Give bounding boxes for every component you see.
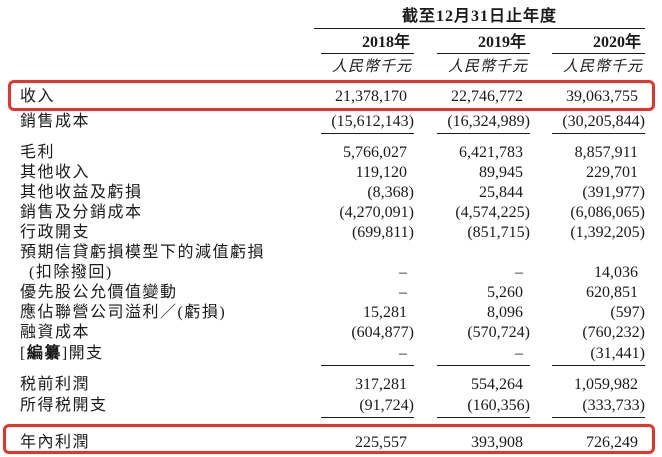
value-2020: (760,232)	[582, 324, 645, 341]
value-2019: 25,844	[479, 184, 523, 201]
value-2018: (604,877)	[351, 324, 414, 341]
unit-label-2018: 人民幣千元	[331, 59, 412, 75]
table-header-period-row: 截至12月31日止年度	[20, 8, 645, 29]
value-2020: (1,392,205)	[570, 224, 645, 241]
row-label: 應佔聯營公司溢利／(虧損)	[20, 304, 227, 321]
table-row-income-tax-expense: 所得税開支 (91,724) (160,356) (333,733)	[20, 395, 645, 418]
table-row-impairment-losses-line1: 預期信貸虧損模型下的減值虧損	[20, 243, 645, 263]
row-label: (扣除撥回)	[29, 264, 113, 281]
table-row-other-gains-losses: 其他收益及虧損 (8,368) 25,844 (391,977)	[20, 183, 645, 203]
value-2018: 15,281	[363, 304, 407, 321]
value-2019: 554,264	[471, 376, 523, 393]
value-2018: 21,378,170	[335, 88, 407, 105]
value-2020: (333,733)	[530, 396, 645, 418]
table-header-years-row: 2018年 2019年 2020年	[20, 29, 645, 54]
value-2019: 6,421,783	[459, 144, 523, 161]
table-row-profit-before-tax: 税前利潤 317,281 554,264 1,059,982	[20, 375, 645, 395]
value-2020: 14,036	[594, 264, 638, 281]
row-label: 税前利潤	[20, 376, 91, 393]
value-2019: 8,096	[487, 304, 523, 321]
period-header: 截至12月31日止年度	[314, 7, 645, 29]
table-row-cost-of-sales: 銷售成本 (15,612,143) (16,324,989) (30,205,8…	[20, 111, 645, 134]
row-label: 優先股公允價值變動	[20, 284, 178, 301]
column-header-2019: 2019年	[414, 33, 530, 54]
table-row-profit-for-the-year: 年內利潤 225,557 393,908 726,249	[20, 432, 645, 453]
value-2019: (16,324,989)	[414, 112, 530, 134]
value-2020: (597)	[610, 304, 645, 321]
row-label: 行政開支	[20, 224, 91, 241]
value-2018: 317,281	[355, 376, 407, 393]
value-2018: (4,270,091)	[339, 204, 414, 221]
table-row-impairment-losses-line2: (扣除撥回) – – 14,036	[20, 263, 645, 283]
table-row-finance-costs: 融資成本 (604,877) (570,724) (760,232)	[20, 323, 645, 343]
value-2019: 5,260	[487, 284, 523, 301]
value-2019: 22,746,772	[451, 88, 523, 105]
table-header-unit-row: 人民幣千元 人民幣千元 人民幣千元	[20, 53, 645, 77]
table-row-other-income: 其他收入 119,120 89,945 229,701	[20, 163, 645, 183]
value-2018: –	[314, 344, 414, 366]
unit-label-2020: 人民幣千元	[562, 59, 643, 75]
value-2018: (699,811)	[351, 224, 414, 241]
table-row-preferred-shares-fair-value: 優先股公允價值變動 – 5,260 620,851	[20, 283, 645, 303]
value-2018: 225,557	[355, 434, 407, 451]
table-row-revenue: 收入 21,378,170 22,746,772 39,063,755	[20, 83, 645, 111]
value-2018: –	[399, 264, 407, 281]
label-rest: ]開支	[61, 345, 104, 362]
row-label: [編纂]開支	[20, 344, 314, 364]
value-2020: 8,857,911	[574, 144, 638, 161]
value-2019: (851,715)	[467, 224, 530, 241]
redacted-term: 編纂	[26, 345, 62, 362]
value-2019: –	[515, 264, 523, 281]
value-2020: (6,086,065)	[570, 204, 645, 221]
row-label: 其他收入	[20, 164, 91, 181]
value-2019: –	[414, 344, 530, 366]
value-2020: 229,701	[586, 164, 638, 181]
row-label: 其他收益及虧損	[20, 184, 143, 201]
row-label: 年內利潤	[20, 434, 91, 451]
row-label: 預期信貸虧損模型下的減值虧損	[20, 244, 266, 261]
value-2019: (160,356)	[414, 396, 530, 418]
table-row-share-of-associates: 應佔聯營公司溢利／(虧損) 15,281 8,096 (597)	[20, 303, 645, 323]
value-2018: –	[399, 284, 407, 301]
row-label: 所得税開支	[20, 397, 108, 414]
value-2018: (91,724)	[314, 396, 414, 418]
value-2020: 620,851	[586, 284, 638, 301]
table-row-administrative-expenses: 行政開支 (699,811) (851,715) (1,392,205)	[20, 223, 645, 243]
value-2020: 1,059,982	[574, 376, 638, 393]
column-header-2018: 2018年	[314, 33, 414, 54]
value-2019: 89,945	[479, 164, 523, 181]
row-label: 銷售成本	[20, 113, 91, 130]
column-header-2020: 2020年	[530, 33, 645, 54]
value-2018: (15,612,143)	[314, 112, 414, 134]
value-2018: 119,120	[355, 164, 407, 181]
value-2018: 5,766,027	[343, 144, 407, 161]
row-label: 銷售及分銷成本	[20, 204, 143, 221]
value-2020: 39,063,755	[566, 88, 638, 105]
bracket-open: [	[20, 345, 27, 362]
value-2020: (391,977)	[582, 184, 645, 201]
value-2018: (8,368)	[367, 184, 414, 201]
unit-label-2019: 人民幣千元	[447, 59, 528, 75]
row-label: 融資成本	[20, 324, 91, 341]
table-row-gross-profit: 毛利 5,766,027 6,421,783 8,857,911	[20, 143, 645, 163]
value-2019: (4,574,225)	[455, 204, 530, 221]
table-row-redacted-expenses: [編纂]開支 – – (31,441)	[20, 343, 645, 366]
row-label: 毛利	[20, 144, 56, 161]
value-2019: (570,724)	[467, 324, 530, 341]
value-2020: (30,205,844)	[530, 112, 645, 134]
row-label: 收入	[20, 88, 56, 105]
value-2019: 393,908	[471, 434, 523, 451]
value-2020: (31,441)	[530, 344, 645, 366]
value-2020: 726,249	[586, 434, 638, 451]
table-row-selling-distribution-costs: 銷售及分銷成本 (4,270,091) (4,574,225) (6,086,0…	[20, 203, 645, 223]
